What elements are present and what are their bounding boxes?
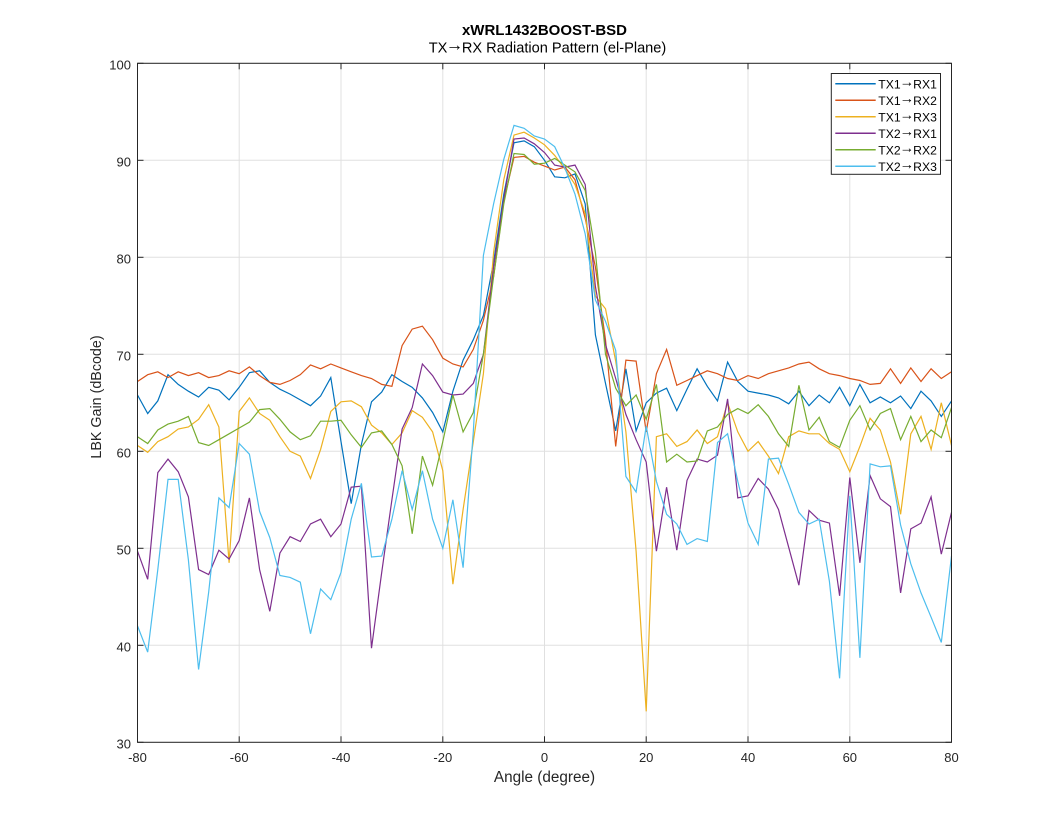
- svg-text:Angle (degree): Angle (degree): [494, 769, 595, 786]
- svg-text:TX1→RX3: TX1→RX3: [878, 108, 937, 125]
- svg-text:80: 80: [944, 750, 958, 765]
- svg-text:20: 20: [639, 750, 653, 765]
- svg-text:TX2→RX1: TX2→RX1: [878, 124, 937, 141]
- svg-text:xWRL1432BOOST-BSD: xWRL1432BOOST-BSD: [462, 22, 627, 39]
- svg-text:-60: -60: [230, 750, 249, 765]
- svg-text:30: 30: [117, 736, 131, 751]
- svg-text:-40: -40: [332, 750, 351, 765]
- svg-text:TX1→RX1: TX1→RX1: [878, 75, 937, 92]
- svg-text:40: 40: [741, 750, 755, 765]
- svg-text:-80: -80: [128, 750, 147, 765]
- svg-text:LBK Gain (dBcode): LBK Gain (dBcode): [89, 335, 105, 458]
- svg-text:50: 50: [117, 542, 131, 557]
- svg-text:80: 80: [117, 251, 131, 266]
- svg-text:60: 60: [843, 750, 857, 765]
- svg-text:TX1→RX2: TX1→RX2: [878, 91, 937, 108]
- svg-text:40: 40: [117, 639, 131, 654]
- svg-text:90: 90: [117, 154, 131, 169]
- svg-text:-20: -20: [433, 750, 452, 765]
- svg-text:0: 0: [541, 750, 548, 765]
- svg-text:70: 70: [117, 348, 131, 363]
- svg-text:TX2→RX2: TX2→RX2: [878, 141, 937, 158]
- svg-text:TX→RX Radiation Pattern (el-Pl: TX→RX Radiation Pattern (el-Plane): [429, 35, 667, 57]
- svg-text:TX2→RX3: TX2→RX3: [878, 157, 937, 174]
- svg-text:60: 60: [117, 445, 131, 460]
- svg-text:100: 100: [109, 57, 131, 72]
